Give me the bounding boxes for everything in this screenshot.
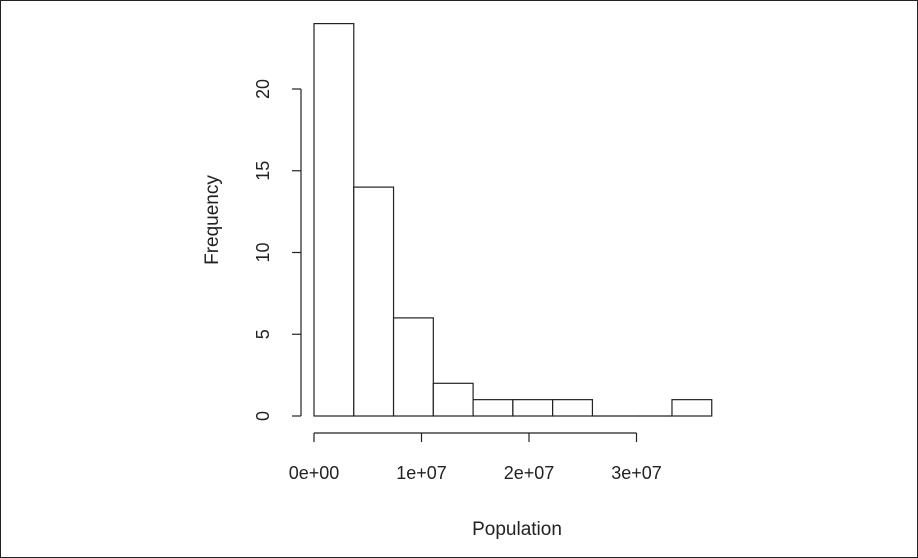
histogram-bar <box>353 186 395 417</box>
y-axis-title: Frequency <box>202 175 223 265</box>
histogram-bar <box>472 399 514 417</box>
y-tick-label: 15 <box>253 161 273 181</box>
histogram-bars <box>313 23 713 417</box>
y-axis: 0 5 10 15 20 <box>253 79 302 421</box>
histogram-bar <box>552 399 594 417</box>
y-tick-label: 0 <box>253 411 273 421</box>
x-axis: 0e+00 1e+07 2e+07 3e+07 <box>289 432 662 483</box>
histogram-bar <box>512 399 554 417</box>
y-tick-label: 20 <box>253 79 273 99</box>
x-tick-label: 3e+07 <box>611 463 662 483</box>
y-tick-label: 10 <box>253 242 273 262</box>
x-tick-label: 2e+07 <box>504 463 555 483</box>
x-tick-label: 0e+00 <box>289 463 340 483</box>
histogram-bar <box>313 23 355 417</box>
histogram-bar <box>671 399 713 417</box>
x-axis-title: Population <box>472 519 562 540</box>
y-tick-label: 5 <box>253 329 273 339</box>
histogram-bar <box>432 382 474 417</box>
x-tick-label: 1e+07 <box>396 463 447 483</box>
histogram-bar <box>392 317 434 417</box>
